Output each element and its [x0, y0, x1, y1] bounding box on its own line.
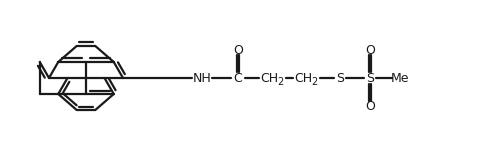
Text: S: S — [366, 72, 374, 84]
Text: S: S — [336, 72, 344, 84]
Text: 2: 2 — [277, 77, 283, 87]
Text: O: O — [365, 99, 375, 112]
Text: CH: CH — [260, 72, 278, 84]
Text: O: O — [365, 44, 375, 57]
Text: O: O — [233, 44, 243, 57]
Text: Me: Me — [391, 72, 409, 84]
Text: C: C — [234, 72, 243, 84]
Text: CH: CH — [294, 72, 312, 84]
Text: NH: NH — [193, 72, 212, 84]
Text: 2: 2 — [311, 77, 317, 87]
